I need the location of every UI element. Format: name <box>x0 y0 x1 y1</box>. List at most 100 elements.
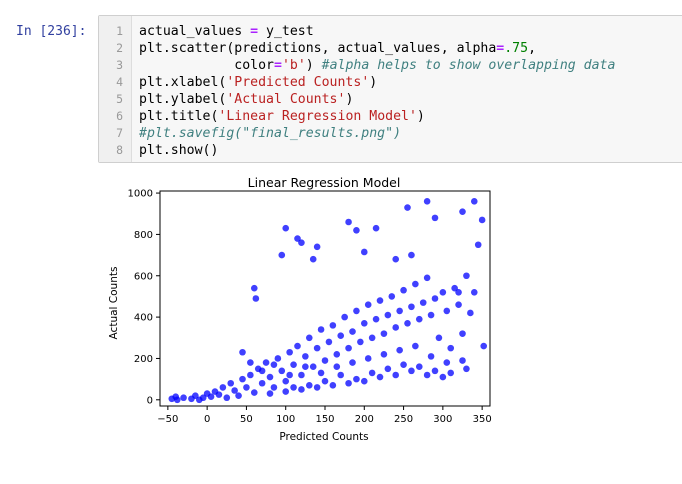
code-token: plt.title( <box>139 109 219 124</box>
scatter-point <box>404 204 411 211</box>
scatter-point <box>266 390 274 397</box>
code-token: y_test <box>258 24 314 39</box>
scatter-point <box>439 373 447 381</box>
scatter-point <box>364 301 372 309</box>
code-token: plt.ylabel( <box>139 92 227 107</box>
scatter-point <box>380 330 388 337</box>
scatter-point <box>321 357 329 364</box>
scatter-point <box>364 355 372 362</box>
scatter-point <box>231 387 238 394</box>
scatter-point <box>325 338 333 346</box>
line-number-gutter <box>99 16 132 162</box>
scatter-point <box>467 309 474 317</box>
scatter-point <box>262 359 270 366</box>
scatter-point <box>252 295 260 302</box>
code-token: ) <box>416 109 425 124</box>
scatter-point <box>431 214 439 222</box>
scatter-point <box>463 365 470 373</box>
y-tick-label: 800 <box>134 230 153 241</box>
scatter-point <box>282 224 290 232</box>
scatter-point <box>313 384 321 391</box>
code-text: #plt.savefig("final_results.png") <box>139 125 401 142</box>
code-text: plt.scatter(predictions, actual_values, … <box>139 40 536 57</box>
scatter-point <box>250 284 258 292</box>
scatter-point <box>427 353 435 360</box>
x-tick-label: 300 <box>433 414 452 425</box>
scatter-point <box>298 371 305 379</box>
x-axis: −50 0 50 100 150 200 250 300 350 <box>157 406 492 425</box>
scatter-point <box>439 288 447 296</box>
scatter-point <box>408 303 415 311</box>
scatter-point <box>392 324 400 331</box>
scatter-point <box>215 391 223 398</box>
scatter-point <box>470 288 478 296</box>
scatter-point <box>270 384 278 391</box>
y-tick-label: 0 <box>147 395 153 406</box>
scatter-point <box>333 351 341 358</box>
code-token: color <box>139 58 274 73</box>
x-tick-label: 100 <box>276 414 295 425</box>
scatter-point <box>317 369 325 377</box>
scatter-point <box>360 320 368 327</box>
code-line: 5 plt.ylabel('Actual Counts') <box>99 91 682 108</box>
scatter-point <box>419 299 427 306</box>
scatter-point <box>239 375 246 383</box>
code-text: plt.xlabel('Predicted Counts') <box>139 74 377 91</box>
scatter-point <box>353 375 360 383</box>
scatter-point <box>470 198 478 205</box>
line-number: 1 <box>116 24 123 38</box>
scatter-point <box>353 226 360 234</box>
code-token: .75 <box>504 41 529 56</box>
scatter-point <box>408 251 415 259</box>
scatter-point <box>278 367 286 375</box>
scatter-point <box>447 369 455 377</box>
code-token: #plt.savefig("final_results.png") <box>139 126 402 141</box>
line-number: 3 <box>116 58 123 72</box>
scatter-point <box>282 388 290 395</box>
scatter-point <box>396 346 403 354</box>
scatter-point <box>341 313 348 321</box>
code-token: #alpha helps to show overlapping data <box>321 58 616 73</box>
scatter-point <box>459 357 466 364</box>
scatter-point <box>459 208 466 215</box>
scatter-point <box>349 359 356 366</box>
code-token: 'Linear Regression Model' <box>218 109 417 124</box>
x-tick-label: 200 <box>355 414 374 425</box>
scatter-point <box>443 359 451 366</box>
scatter-point <box>423 371 431 379</box>
scatter-point <box>282 377 290 385</box>
code-cell-input[interactable]: 1 actual_values = y_test 2 plt.scatter(pred… <box>98 15 682 163</box>
code-token: ) <box>369 75 378 90</box>
output-area: Linear Regression Model 0 200 400 600 800 100… <box>100 172 500 447</box>
code-line: 1 actual_values = y_test <box>99 23 682 40</box>
scatter-point <box>349 328 356 335</box>
scatter-point <box>388 293 396 300</box>
scatter-point <box>423 198 431 205</box>
scatter-point <box>380 351 388 358</box>
code-text: color='b') #alpha helps to show overlapp… <box>139 57 615 74</box>
scatter-point <box>286 348 293 356</box>
scatter-point <box>455 288 462 296</box>
scatter-point <box>239 348 246 356</box>
scatter-point <box>443 307 451 315</box>
code-token: 'b' <box>281 58 306 73</box>
scatter-point <box>235 392 242 399</box>
scatter-point <box>353 307 360 315</box>
x-tick-label: −50 <box>157 414 178 425</box>
scatter-point <box>329 322 337 329</box>
x-tick-label: 150 <box>315 414 334 425</box>
y-tick-label: 600 <box>134 271 153 282</box>
code-token: = <box>273 58 282 73</box>
code-line: 2 plt.scatter(predictions, actual_values,… <box>99 40 682 57</box>
scatter-point <box>329 382 337 389</box>
scatter-point <box>309 363 317 371</box>
scatter-point <box>302 353 309 360</box>
code-text: actual_values = y_test <box>139 23 314 40</box>
code-line: 3 color='b') #alpha helps to show overla… <box>99 57 682 74</box>
scatter-point <box>223 394 231 402</box>
scatter-point <box>427 311 435 319</box>
line-number: 5 <box>116 92 123 106</box>
scatter-point <box>435 334 443 342</box>
scatter-point <box>227 379 235 387</box>
scatter-point <box>459 330 466 337</box>
